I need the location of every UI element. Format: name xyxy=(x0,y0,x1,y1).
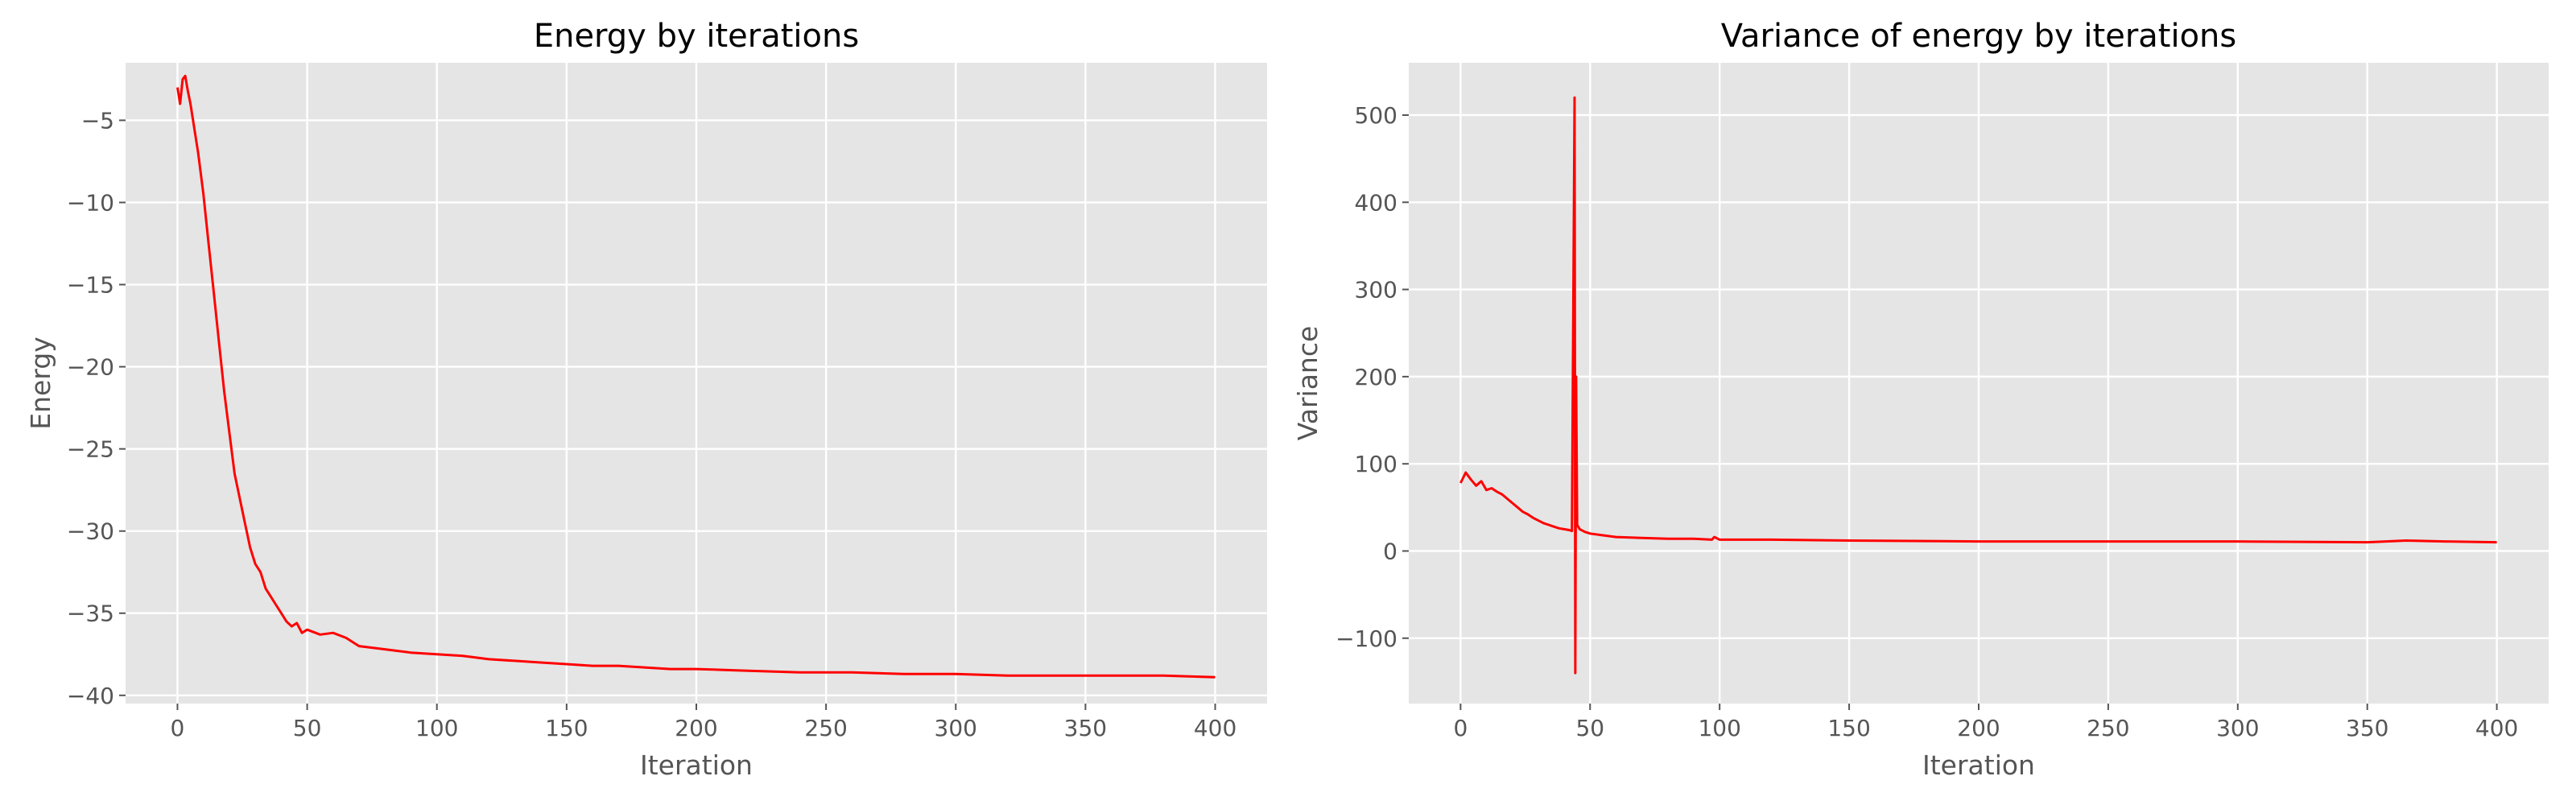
energy-x-tick-label: 150 xyxy=(545,715,588,741)
energy-chart: 0 50 100 150 200 250 300 350 400 −40 −35 −30 −25 −20 −… xyxy=(25,18,1267,781)
variance-x-tick-label: 150 xyxy=(1827,715,1870,741)
variance-y-tick-label: 100 xyxy=(1355,451,1397,477)
variance-y-tick-label: 0 xyxy=(1383,538,1397,564)
energy-y-axis-label: Energy xyxy=(25,336,56,430)
energy-x-tick-label: 350 xyxy=(1064,715,1107,741)
energy-x-tick-label: 200 xyxy=(675,715,717,741)
energy-chart-title: Energy by iterations xyxy=(534,18,859,55)
variance-ticks: 0 50 100 150 200 250 300 350 400 −100 0 100 200 300 40… xyxy=(1335,102,2518,741)
variance-chart-title: Variance of energy by iterations xyxy=(1721,18,2236,55)
energy-y-tick-label: −15 xyxy=(67,272,114,299)
variance-y-tick-label: 200 xyxy=(1355,364,1397,390)
variance-x-tick-label: 250 xyxy=(2087,715,2129,741)
energy-x-tick-label: 400 xyxy=(1194,715,1236,741)
energy-y-tick-label: −40 xyxy=(67,683,114,709)
variance-x-tick-label: 0 xyxy=(1453,715,1468,741)
variance-y-tick-label: 400 xyxy=(1355,189,1397,216)
energy-y-tick-label: −30 xyxy=(67,518,114,545)
variance-series xyxy=(1459,96,2497,675)
variance-y-tick-label: 300 xyxy=(1355,277,1397,303)
variance-x-tick-label: 400 xyxy=(2475,715,2518,741)
energy-series xyxy=(176,74,1216,679)
energy-x-axis-label: Iteration xyxy=(640,749,753,781)
variance-series-line xyxy=(1459,96,2497,675)
variance-x-axis-label: Iteration xyxy=(1922,749,2035,781)
variance-chart: 0 50 100 150 200 250 300 350 400 −100 0 100 200 300 40… xyxy=(1292,18,2549,781)
energy-y-tick-label: −25 xyxy=(67,436,114,463)
variance-y-tick-label: −100 xyxy=(1335,625,1397,652)
energy-y-tick-label: −20 xyxy=(67,354,114,381)
energy-y-tick-label: −10 xyxy=(67,189,114,216)
energy-x-tick-label: 250 xyxy=(804,715,847,741)
energy-x-tick-label: 50 xyxy=(293,715,322,741)
energy-ticks: 0 50 100 150 200 250 300 350 400 −40 −35 −30 −25 −20 −… xyxy=(67,107,1236,741)
variance-y-tick-label: 500 xyxy=(1355,102,1397,129)
variance-y-axis-label: Variance xyxy=(1292,326,1323,441)
variance-x-tick-label: 200 xyxy=(1957,715,2000,741)
energy-x-tick-label: 100 xyxy=(415,715,458,741)
energy-y-tick-label: −35 xyxy=(67,601,114,627)
energy-series-line xyxy=(176,74,1216,679)
energy-x-tick-label: 0 xyxy=(171,715,185,741)
variance-x-tick-label: 50 xyxy=(1575,715,1604,741)
energy-y-tick-label: −5 xyxy=(81,107,114,134)
variance-x-tick-label: 100 xyxy=(1698,715,1740,741)
variance-x-tick-label: 300 xyxy=(2216,715,2259,741)
variance-x-tick-label: 350 xyxy=(2346,715,2388,741)
energy-grid xyxy=(126,63,1267,704)
variance-grid xyxy=(1409,63,2549,704)
energy-x-tick-label: 300 xyxy=(935,715,977,741)
